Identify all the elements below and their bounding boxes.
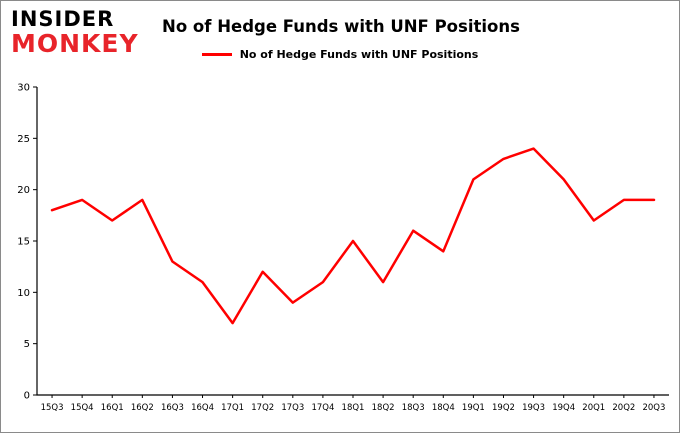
x-axis-tick-label: 16Q4 (191, 403, 214, 413)
x-axis-tick-label: 19Q1 (462, 403, 485, 413)
x-axis-tick-label: 15Q4 (71, 403, 94, 413)
x-axis-tick-label: 16Q2 (131, 403, 154, 413)
x-axis-tick-label: 17Q4 (311, 403, 334, 413)
y-axis-tick-label: 15 (17, 237, 30, 248)
x-axis-tick-label: 18Q4 (432, 403, 455, 413)
y-axis-tick-label: 25 (17, 134, 30, 145)
x-axis-tick-label: 19Q2 (492, 403, 515, 413)
x-axis-tick-label: 20Q3 (642, 403, 665, 413)
x-axis-tick-label: 18Q1 (342, 403, 365, 413)
chart-title: No of Hedge Funds with UNF Positions (162, 17, 520, 36)
legend-label: No of Hedge Funds with UNF Positions (239, 48, 479, 61)
x-axis-tick-label: 17Q2 (251, 403, 274, 413)
logo-text-insider: INSIDER (11, 7, 115, 31)
x-axis-tick-label: 19Q3 (522, 403, 545, 413)
chart-area: 0 5 10 15 20 25 30 15Q3 15Q4 16Q1 16Q2 16Q3 16Q4 17Q1… (1, 77, 679, 429)
legend-line-swatch (201, 53, 232, 56)
x-axis-tick-label: 18Q3 (402, 403, 425, 413)
x-axis-tick-label: 16Q1 (101, 403, 124, 413)
y-axis-tick-label: 20 (17, 185, 30, 196)
logo-text-monkey: MONKEY (11, 29, 139, 59)
legend: No of Hedge Funds with UNF Positions (1, 48, 679, 61)
y-axis-tick-label: 10 (17, 288, 30, 299)
x-axis-tick-label: 15Q3 (41, 403, 64, 413)
x-axis-tick-label: 16Q3 (161, 403, 184, 413)
line-chart-canvas: 0 5 10 15 20 25 30 15Q3 15Q4 16Q1 16Q2 16Q3 16Q4 17Q1… (17, 83, 669, 413)
x-axis-tick-label: 20Q1 (582, 403, 605, 413)
y-axis-tick-label: 0 (24, 391, 30, 402)
x-axis-tick-label: 17Q3 (281, 403, 304, 413)
x-axis-tick-label: 18Q2 (372, 403, 395, 413)
y-axis-tick-label: 5 (24, 339, 30, 350)
data-polyline (50, 147, 656, 325)
x-axis-tick-label: 17Q1 (221, 403, 244, 413)
x-axis-tick-label: 20Q2 (612, 403, 635, 413)
y-axis-tick-label: 30 (17, 83, 30, 94)
insider-monkey-logo: INSIDER MONKEY (11, 7, 139, 59)
x-axis-tick-label: 19Q4 (552, 403, 575, 413)
